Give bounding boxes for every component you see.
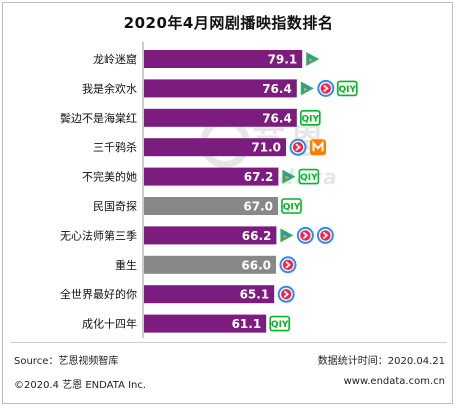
tencent-video-icon — [282, 169, 296, 184]
value-label: 76.4 — [262, 111, 292, 125]
svg-text:QIY: QIY — [283, 203, 301, 213]
value-label: 66.2 — [242, 229, 272, 243]
footer-source: Source：艺恩视频智库 — [14, 356, 119, 367]
svg-text:QIY: QIY — [300, 173, 318, 183]
footer-url: www.endata.com.cn — [343, 376, 445, 387]
youku-icon — [289, 138, 307, 156]
youku-icon — [296, 226, 314, 244]
iqiyi-icon: QIY — [269, 315, 291, 332]
iqiyi-icon: QIY — [336, 80, 358, 97]
value-label: 61.1 — [232, 317, 262, 331]
category-label: 成化十四年 — [82, 317, 137, 331]
bar — [144, 226, 277, 245]
iqiyi-icon: QIY — [299, 110, 321, 126]
bar — [144, 197, 278, 215]
iqiyi-icon: QIY — [281, 198, 302, 214]
bar — [144, 108, 297, 127]
tencent-video-icon — [300, 81, 314, 96]
bar — [144, 79, 297, 98]
footer-date: 数据统计时间：2020.04.21 — [317, 356, 445, 367]
youku-icon — [279, 256, 297, 274]
bar — [144, 285, 275, 304]
bar-chart: 龙岭迷窟 79.1 我是余欢水 76.4 QIY 鬓边不是海棠红 76.4 QIY 三千鸦杀 71… — [60, 42, 358, 338]
category-label: 不完美的她 — [82, 170, 137, 184]
bar — [144, 138, 286, 157]
value-label: 67.2 — [244, 170, 274, 184]
iqiyi-icon: QIY — [298, 168, 320, 185]
svg-text:QIY: QIY — [339, 85, 357, 95]
footer-divider — [10, 342, 447, 343]
category-label: 龙岭迷窟 — [93, 52, 137, 66]
category-label: 鬓边不是海棠红 — [60, 111, 137, 125]
category-label: 无心法师第三季 — [60, 228, 137, 242]
category-label: 三千鸦杀 — [93, 140, 137, 154]
value-label: 65.1 — [240, 288, 270, 302]
svg-text:QIY: QIY — [302, 114, 320, 124]
category-label: 民国奇探 — [93, 200, 137, 213]
footer-copyright: ©2020.4 艺恩 ENDATA Inc. — [14, 380, 147, 391]
value-label: 76.4 — [262, 82, 292, 96]
youku-icon — [277, 285, 295, 303]
value-label: 79.1 — [268, 53, 298, 67]
youku-icon — [317, 79, 335, 97]
bar — [144, 167, 279, 186]
value-label: 71.0 — [251, 141, 281, 155]
value-label: 67.0 — [243, 200, 273, 214]
youku-icon — [316, 226, 334, 244]
category-label: 重生 — [115, 258, 137, 272]
chart-title: 2020年4月网剧播映指数排名 — [123, 14, 334, 32]
value-label: 66.0 — [241, 258, 271, 272]
tencent-video-icon — [306, 52, 320, 66]
bar — [144, 255, 276, 274]
mgtv-icon — [310, 139, 326, 156]
category-label: 我是余欢水 — [82, 81, 137, 95]
bar — [144, 50, 303, 68]
tencent-video-icon — [280, 228, 294, 243]
bar — [144, 314, 267, 333]
svg-text:QIY: QIY — [271, 320, 289, 330]
category-label: 全世界最好的你 — [60, 287, 137, 301]
